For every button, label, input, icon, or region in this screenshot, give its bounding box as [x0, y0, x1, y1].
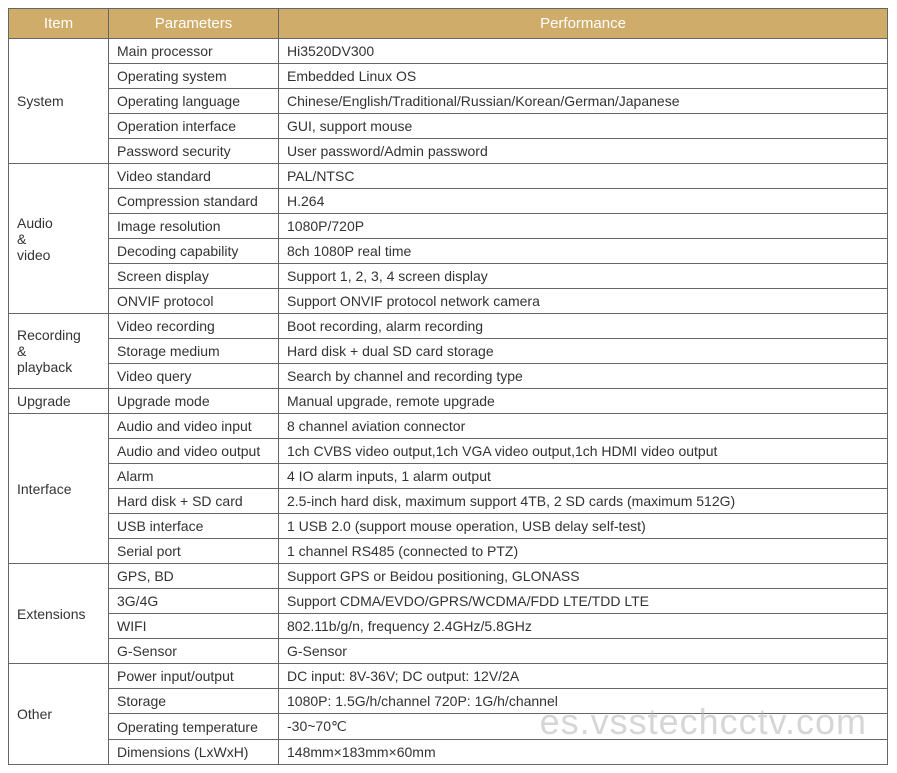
- item-cell: Other: [9, 664, 109, 765]
- table-row: Storage1080P: 1.5G/h/channel 720P: 1G/h/…: [9, 689, 888, 714]
- param-cell: Screen display: [109, 264, 279, 289]
- perf-cell: Chinese/English/Traditional/Russian/Kore…: [279, 89, 888, 114]
- param-cell: Main processor: [109, 39, 279, 64]
- param-cell: Video standard: [109, 164, 279, 189]
- param-cell: 3G/4G: [109, 589, 279, 614]
- param-cell: Operation interface: [109, 114, 279, 139]
- perf-cell: Search by channel and recording type: [279, 364, 888, 389]
- perf-cell: Support 1, 2, 3, 4 screen display: [279, 264, 888, 289]
- param-cell: Storage: [109, 689, 279, 714]
- table-row: Serial port1 channel RS485 (connected to…: [9, 539, 888, 564]
- param-cell: Alarm: [109, 464, 279, 489]
- table-row: Operation interfaceGUI, support mouse: [9, 114, 888, 139]
- perf-cell: User password/Admin password: [279, 139, 888, 164]
- perf-cell: Support ONVIF protocol network camera: [279, 289, 888, 314]
- param-cell: GPS, BD: [109, 564, 279, 589]
- param-cell: Dimensions (LxWxH): [109, 740, 279, 765]
- table-row: Compression standardH.264: [9, 189, 888, 214]
- perf-cell: H.264: [279, 189, 888, 214]
- header-item: Item: [9, 9, 109, 39]
- table-row: InterfaceAudio and video input8 channel …: [9, 414, 888, 439]
- param-cell: Video query: [109, 364, 279, 389]
- perf-cell: Boot recording, alarm recording: [279, 314, 888, 339]
- table-row: G-SensorG-Sensor: [9, 639, 888, 664]
- table-row: Operating systemEmbedded Linux OS: [9, 64, 888, 89]
- perf-cell: 1080P: 1.5G/h/channel 720P: 1G/h/channel: [279, 689, 888, 714]
- param-cell: Storage medium: [109, 339, 279, 364]
- table-row: OtherPower input/outputDC input: 8V-36V;…: [9, 664, 888, 689]
- param-cell: Video recording: [109, 314, 279, 339]
- table-row: Decoding capability8ch 1080P real time: [9, 239, 888, 264]
- header-row: Item Parameters Performance: [9, 9, 888, 39]
- item-cell: Interface: [9, 414, 109, 564]
- perf-cell: DC input: 8V-36V; DC output: 12V/2A: [279, 664, 888, 689]
- param-cell: Operating temperature: [109, 714, 279, 740]
- table-row: Operating temperature-30~70℃: [9, 714, 888, 740]
- param-cell: Upgrade mode: [109, 389, 279, 414]
- perf-cell: Hi3520DV300: [279, 39, 888, 64]
- table-row: WIFI802.11b/g/n, frequency 2.4GHz/5.8GHz: [9, 614, 888, 639]
- perf-cell: 1ch CVBS video output,1ch VGA video outp…: [279, 439, 888, 464]
- perf-cell: 802.11b/g/n, frequency 2.4GHz/5.8GHz: [279, 614, 888, 639]
- table-row: Audio and video output1ch CVBS video out…: [9, 439, 888, 464]
- item-cell: Upgrade: [9, 389, 109, 414]
- perf-cell: Hard disk + dual SD card storage: [279, 339, 888, 364]
- perf-cell: Support CDMA/EVDO/GPRS/WCDMA/FDD LTE/TDD…: [279, 589, 888, 614]
- table-row: 3G/4GSupport CDMA/EVDO/GPRS/WCDMA/FDD LT…: [9, 589, 888, 614]
- table-row: USB interface1 USB 2.0 (support mouse op…: [9, 514, 888, 539]
- table-row: Screen displaySupport 1, 2, 3, 4 screen …: [9, 264, 888, 289]
- perf-cell: 1 USB 2.0 (support mouse operation, USB …: [279, 514, 888, 539]
- header-performance: Performance: [279, 9, 888, 39]
- param-cell: Operating language: [109, 89, 279, 114]
- perf-cell: 4 IO alarm inputs, 1 alarm output: [279, 464, 888, 489]
- table-row: Audio&videoVideo standardPAL/NTSC: [9, 164, 888, 189]
- table-row: Image resolution1080P/720P: [9, 214, 888, 239]
- param-cell: Operating system: [109, 64, 279, 89]
- param-cell: Audio and video input: [109, 414, 279, 439]
- table-row: Password securityUser password/Admin pas…: [9, 139, 888, 164]
- table-row: Hard disk + SD card2.5-inch hard disk, m…: [9, 489, 888, 514]
- spec-table: Item Parameters Performance SystemMain p…: [8, 8, 888, 765]
- item-cell: System: [9, 39, 109, 164]
- table-row: ONVIF protocolSupport ONVIF protocol net…: [9, 289, 888, 314]
- item-cell: Audio&video: [9, 164, 109, 314]
- header-parameters: Parameters: [109, 9, 279, 39]
- perf-cell: PAL/NTSC: [279, 164, 888, 189]
- param-cell: Hard disk + SD card: [109, 489, 279, 514]
- table-row: Alarm4 IO alarm inputs, 1 alarm output: [9, 464, 888, 489]
- param-cell: Compression standard: [109, 189, 279, 214]
- perf-cell: GUI, support mouse: [279, 114, 888, 139]
- table-row: SystemMain processorHi3520DV300: [9, 39, 888, 64]
- perf-cell: Support GPS or Beidou positioning, GLONA…: [279, 564, 888, 589]
- perf-cell: Manual upgrade, remote upgrade: [279, 389, 888, 414]
- perf-cell: 8 channel aviation connector: [279, 414, 888, 439]
- table-row: Operating languageChinese/English/Tradit…: [9, 89, 888, 114]
- perf-cell: 1080P/720P: [279, 214, 888, 239]
- perf-cell: -30~70℃: [279, 714, 888, 740]
- item-cell: Recording&playback: [9, 314, 109, 389]
- param-cell: Serial port: [109, 539, 279, 564]
- param-cell: Power input/output: [109, 664, 279, 689]
- perf-cell: 8ch 1080P real time: [279, 239, 888, 264]
- table-row: Dimensions (LxWxH)148mm×183mm×60mm: [9, 740, 888, 765]
- param-cell: Password security: [109, 139, 279, 164]
- param-cell: G-Sensor: [109, 639, 279, 664]
- param-cell: USB interface: [109, 514, 279, 539]
- table-row: UpgradeUpgrade modeManual upgrade, remot…: [9, 389, 888, 414]
- perf-cell: Embedded Linux OS: [279, 64, 888, 89]
- param-cell: WIFI: [109, 614, 279, 639]
- param-cell: Audio and video output: [109, 439, 279, 464]
- perf-cell: 1 channel RS485 (connected to PTZ): [279, 539, 888, 564]
- table-row: Video querySearch by channel and recordi…: [9, 364, 888, 389]
- param-cell: Image resolution: [109, 214, 279, 239]
- param-cell: Decoding capability: [109, 239, 279, 264]
- item-cell: Extensions: [9, 564, 109, 664]
- table-row: Storage mediumHard disk + dual SD card s…: [9, 339, 888, 364]
- table-row: Recording&playbackVideo recordingBoot re…: [9, 314, 888, 339]
- param-cell: ONVIF protocol: [109, 289, 279, 314]
- perf-cell: 148mm×183mm×60mm: [279, 740, 888, 765]
- table-row: ExtensionsGPS, BDSupport GPS or Beidou p…: [9, 564, 888, 589]
- perf-cell: 2.5-inch hard disk, maximum support 4TB,…: [279, 489, 888, 514]
- perf-cell: G-Sensor: [279, 639, 888, 664]
